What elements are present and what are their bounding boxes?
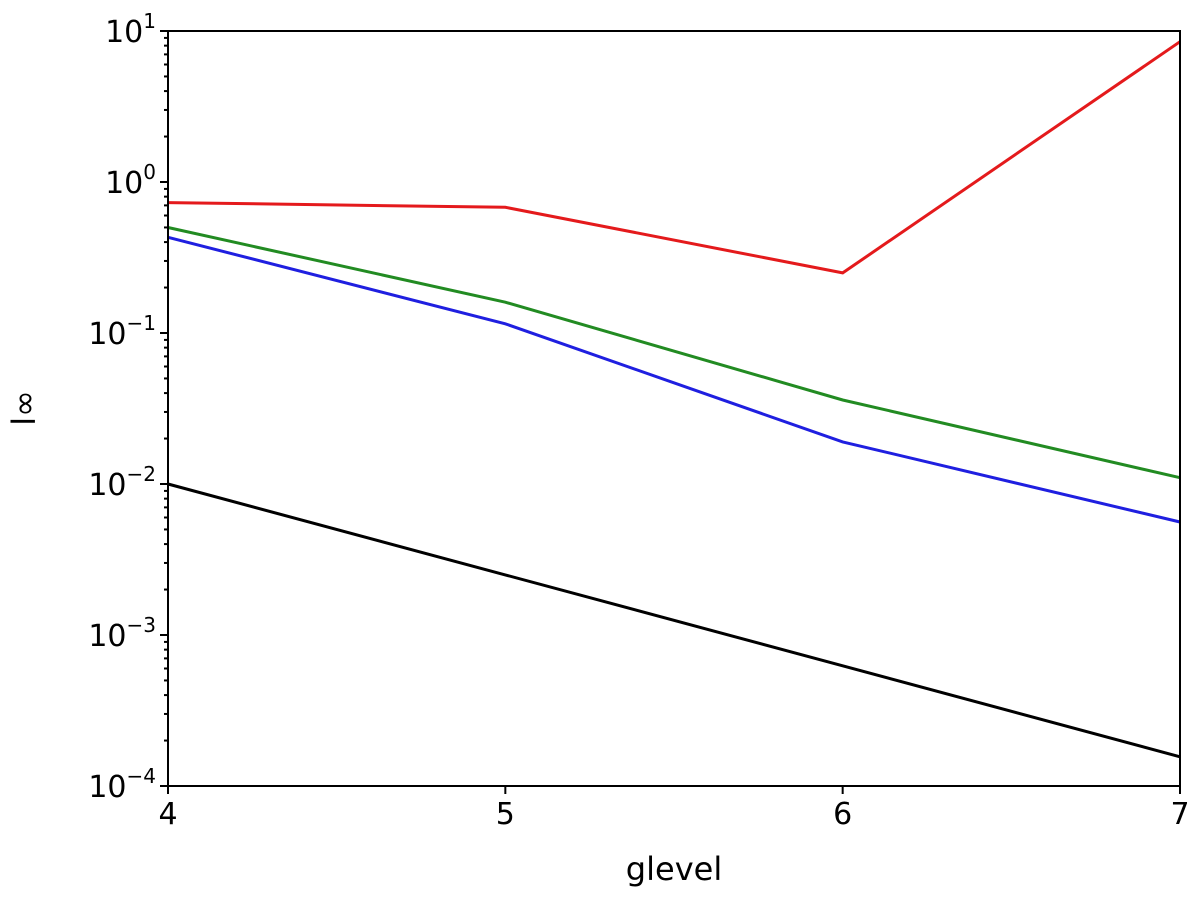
y-tick-label: 10−4 [88,764,156,805]
x-tick-label: 4 [158,797,177,832]
y-axis-label: l∞ [5,390,43,426]
ticks-layer: 4 5 6 7 101 100 10−1 10−2 10−3 10−4 [88,9,1189,832]
x-tick-label: 7 [1170,797,1189,832]
x-tick-label: 6 [833,797,852,832]
y-tick-label: 10−2 [88,462,156,503]
y-tick-label: 10−1 [88,311,156,352]
y-tick-label: 10−3 [88,613,156,654]
series-line-4 [167,482,1181,759]
series-layer [167,40,1181,759]
x-tick-label: 5 [496,797,515,832]
y-tick-label: 101 [105,9,156,50]
series-line-1 [167,40,1181,275]
y-tick-label: 100 [105,160,156,201]
plot-frame [167,30,1181,787]
x-axis-label: glevel [626,850,722,888]
series-line-3 [167,235,1181,524]
series-line-2 [167,226,1181,480]
